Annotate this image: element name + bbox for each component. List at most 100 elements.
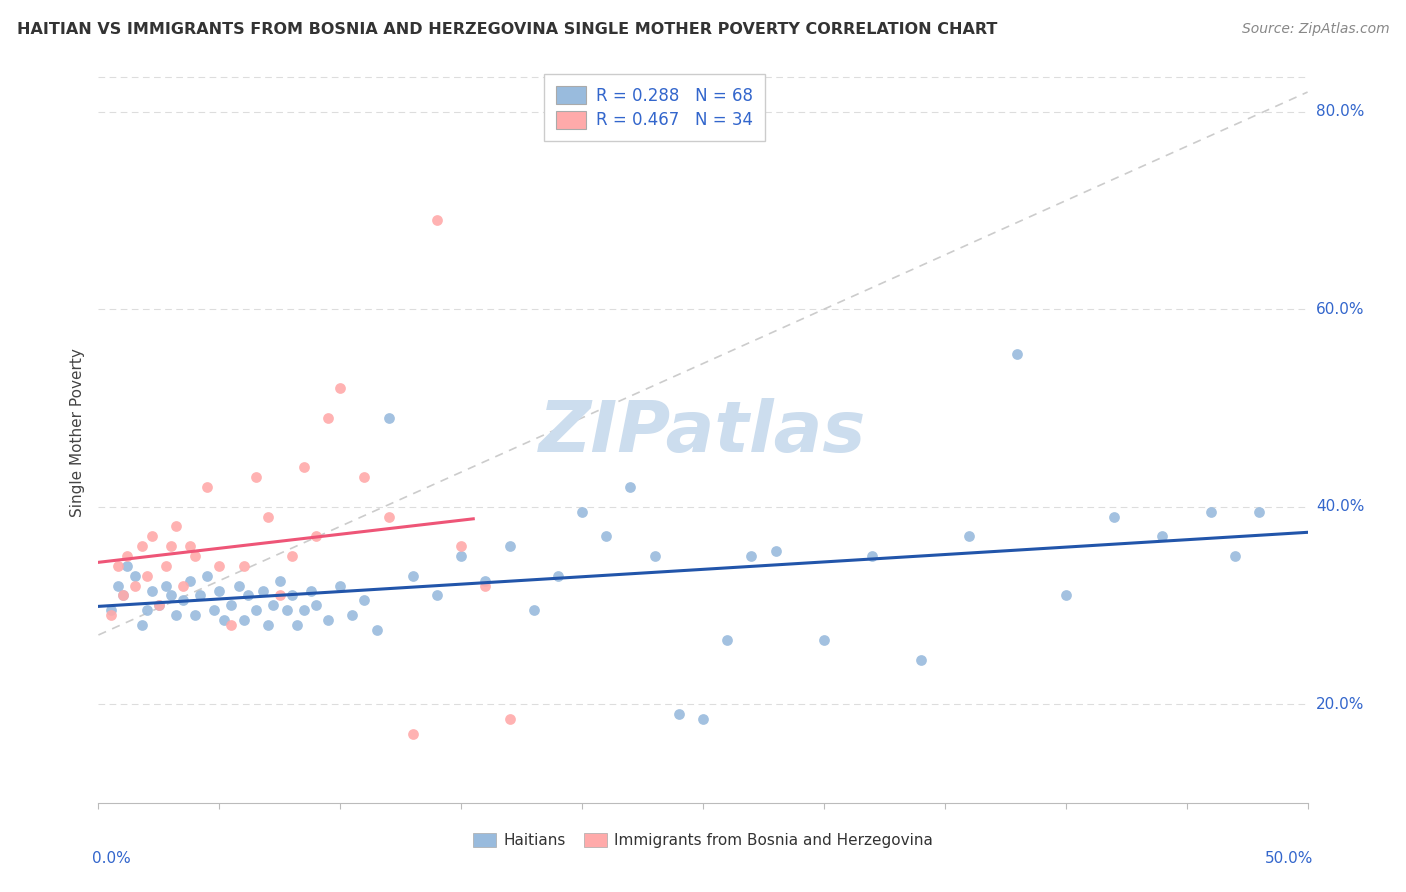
Point (305, 529, 328, 543)
Point (135, 603, 157, 617)
Point (402, 727, 425, 741)
Point (195, 480, 218, 494)
Point (377, 410, 399, 425)
Point (402, 568, 425, 582)
Point (184, 608, 207, 623)
Point (692, 712, 714, 726)
Point (716, 632, 738, 647)
Point (619, 480, 641, 494)
Text: Source: ZipAtlas.com: Source: ZipAtlas.com (1241, 22, 1389, 37)
Point (160, 589, 183, 603)
Point (571, 505, 593, 519)
Point (426, 213, 449, 227)
Point (124, 579, 146, 593)
Point (281, 549, 304, 563)
Point (232, 613, 254, 627)
Point (208, 558, 231, 573)
Point (276, 603, 298, 617)
Point (316, 410, 339, 425)
Point (148, 599, 170, 613)
Point (353, 593, 375, 607)
Text: HAITIAN VS IMMIGRANTS FROM BOSNIA AND HERZEGOVINA SINGLE MOTHER POVERTY CORRELAT: HAITIAN VS IMMIGRANTS FROM BOSNIA AND HE… (17, 22, 997, 37)
Point (262, 599, 284, 613)
Point (269, 574, 291, 588)
Point (245, 470, 267, 484)
Point (155, 579, 177, 593)
Point (1152, 529, 1174, 543)
Point (179, 539, 201, 553)
Point (117, 549, 139, 563)
Legend: Haitians, Immigrants from Bosnia and Herzegovina: Haitians, Immigrants from Bosnia and Her… (467, 827, 939, 855)
Point (377, 509, 399, 524)
Point (172, 579, 194, 593)
Text: ZIPatlas: ZIPatlas (540, 398, 866, 467)
Point (204, 603, 226, 617)
Point (269, 589, 291, 603)
Point (179, 574, 201, 588)
Point (148, 599, 170, 613)
Point (135, 568, 157, 582)
Point (299, 583, 322, 598)
Point (292, 460, 315, 475)
Point (131, 618, 153, 632)
Point (256, 509, 278, 524)
Point (188, 589, 211, 603)
Point (474, 579, 496, 593)
Point (160, 539, 183, 553)
Point (165, 608, 187, 623)
Point (353, 470, 375, 484)
Point (450, 549, 472, 563)
Point (426, 589, 449, 603)
Point (474, 574, 496, 588)
Point (498, 712, 520, 726)
Point (141, 529, 163, 543)
Point (1249, 505, 1271, 519)
Point (107, 558, 129, 573)
Point (957, 529, 980, 543)
Point (195, 568, 218, 582)
Point (238, 589, 260, 603)
Point (342, 608, 364, 623)
Point (1102, 509, 1125, 524)
Point (165, 519, 187, 533)
Point (329, 579, 352, 593)
Point (765, 544, 787, 558)
Point (813, 632, 835, 647)
Point (172, 593, 194, 607)
Point (285, 618, 308, 632)
Text: 80.0%: 80.0% (1316, 104, 1364, 120)
Point (329, 381, 352, 395)
Point (547, 568, 569, 582)
Point (100, 603, 122, 617)
Point (644, 549, 666, 563)
Point (1199, 505, 1222, 519)
Point (910, 653, 932, 667)
Point (305, 599, 328, 613)
Point (221, 618, 243, 632)
Point (184, 549, 207, 563)
Point (316, 613, 339, 627)
Point (523, 603, 546, 617)
Text: 60.0%: 60.0% (1316, 301, 1364, 317)
Point (100, 608, 122, 623)
Point (131, 539, 153, 553)
Point (668, 706, 690, 721)
Text: 0.0%: 0.0% (93, 851, 131, 866)
Point (228, 579, 250, 593)
Text: 40.0%: 40.0% (1316, 500, 1364, 514)
Point (292, 603, 315, 617)
Point (740, 549, 762, 563)
Point (860, 549, 883, 563)
Point (117, 558, 139, 573)
Point (595, 529, 617, 543)
Point (155, 558, 177, 573)
Text: 50.0%: 50.0% (1265, 851, 1313, 866)
Point (281, 589, 304, 603)
Point (245, 603, 267, 617)
Point (366, 623, 388, 637)
Y-axis label: Single Mother Poverty: Single Mother Poverty (70, 348, 86, 517)
Point (498, 539, 520, 553)
Point (450, 539, 472, 553)
Point (124, 568, 146, 582)
Point (111, 589, 134, 603)
